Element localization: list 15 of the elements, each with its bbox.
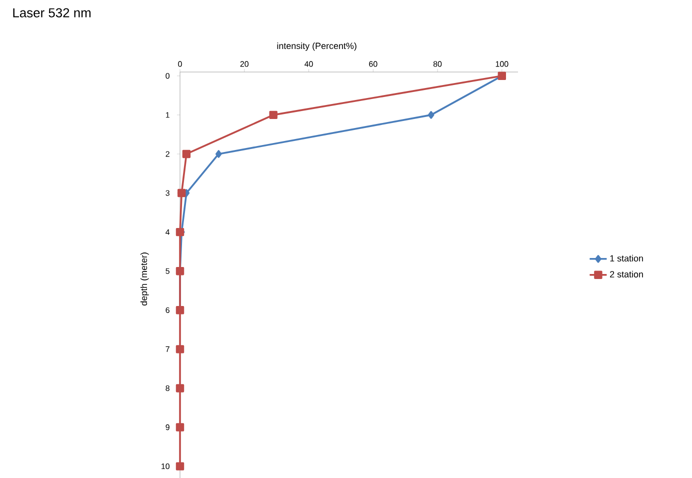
legend-label: 2 station	[610, 270, 643, 278]
legend-label: 1 station	[610, 254, 643, 262]
point	[215, 150, 222, 158]
point	[178, 188, 186, 198]
text: Laser 532 nm	[13, 8, 91, 18]
point	[176, 345, 184, 354]
point	[176, 228, 184, 236]
x-axis-title: intensity (Percent%)	[277, 42, 356, 51]
point	[182, 150, 191, 158]
point	[428, 111, 434, 119]
point	[269, 110, 278, 120]
y-axis-title: depth (meter)	[140, 252, 149, 306]
point	[176, 423, 184, 432]
point	[176, 462, 184, 470]
point	[176, 384, 184, 392]
